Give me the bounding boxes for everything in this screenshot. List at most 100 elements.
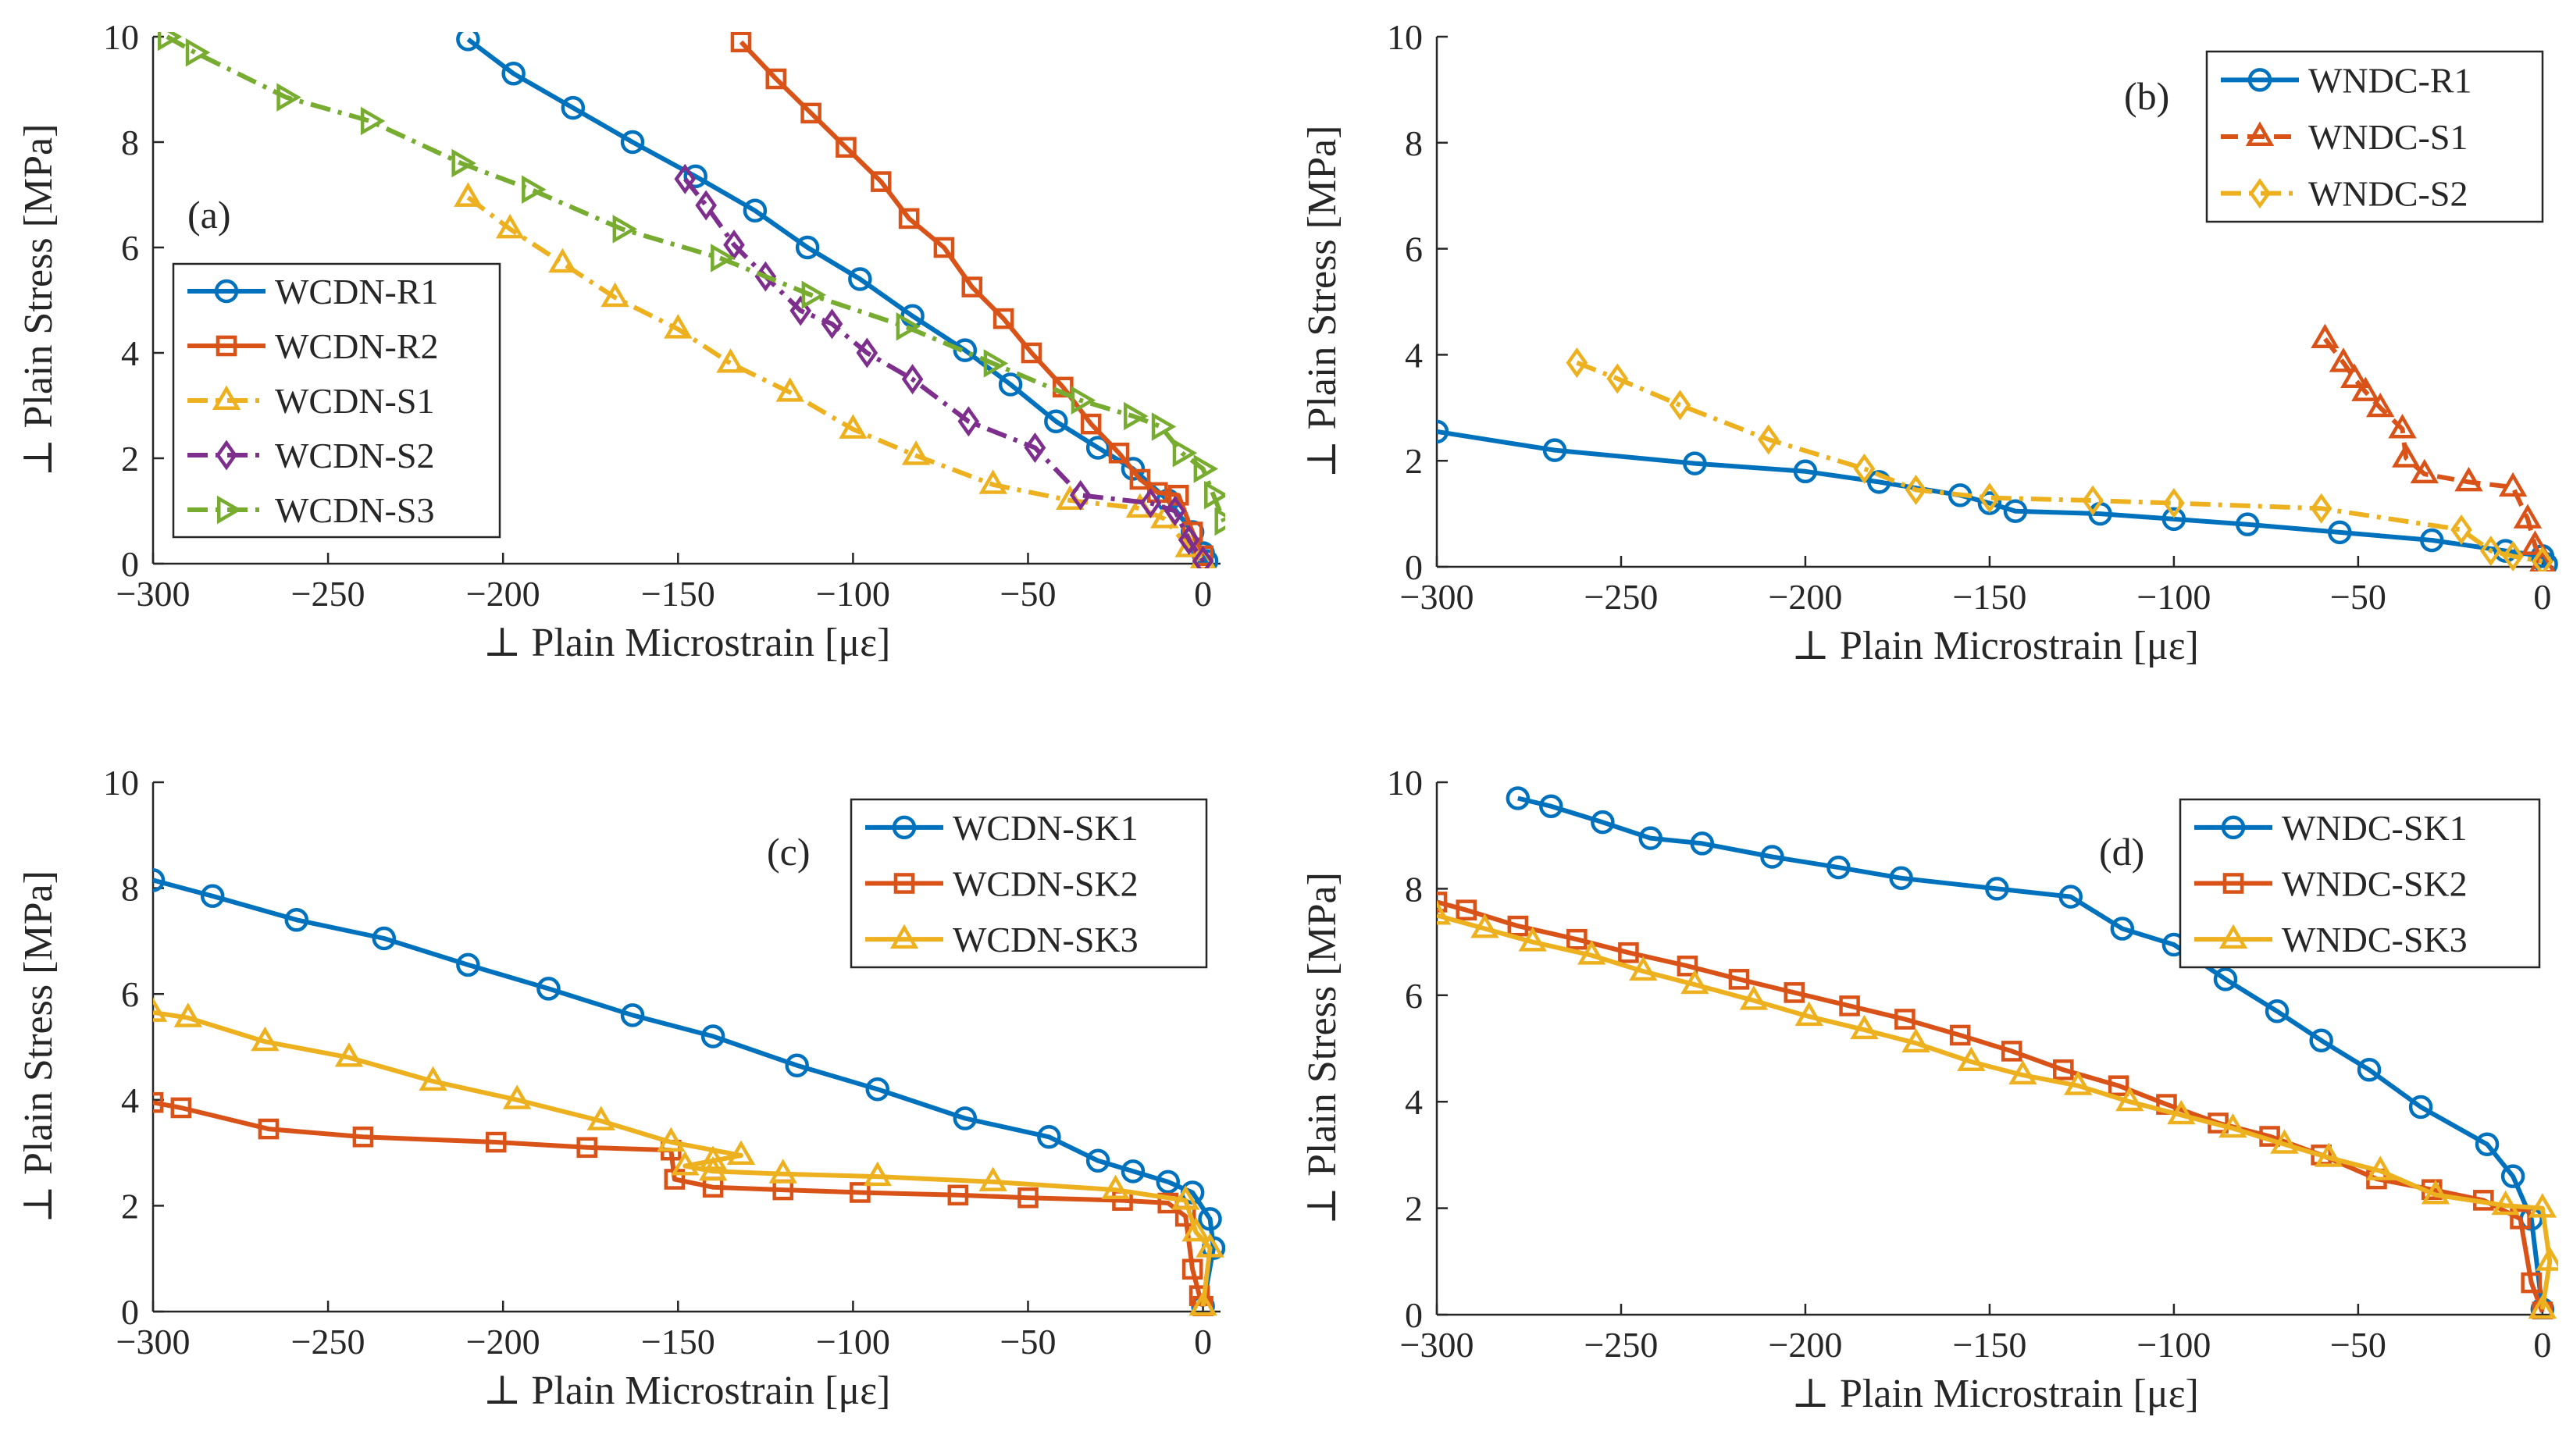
data-point-WCDN-R1 bbox=[456, 32, 480, 52]
data-point-WCDN-S1 bbox=[901, 440, 931, 465]
data-point-WNDC-SK1 bbox=[1638, 826, 1662, 850]
data-point-WCDN-SK1 bbox=[953, 1106, 978, 1130]
data-point-WCDN-S1 bbox=[978, 469, 1007, 494]
x-tick-label: −300 bbox=[116, 574, 191, 614]
data-point-WCDN-R1 bbox=[501, 62, 526, 86]
data-point-WNDC-R1 bbox=[1683, 451, 1707, 475]
y-tick-label: 2 bbox=[121, 1186, 139, 1226]
data-point-WNDC-S2 bbox=[2532, 546, 2553, 571]
plot-area bbox=[1437, 323, 2558, 571]
data-point-WCDN-S3 bbox=[276, 83, 301, 112]
data-point-WNDC-S2 bbox=[1853, 453, 1876, 484]
x-axis-label: ⊥ Plain Microstrain [με] bbox=[483, 1369, 891, 1413]
data-point-WNDC-SK2 bbox=[1618, 942, 1639, 963]
data-point-WNDC-R1 bbox=[2236, 512, 2260, 536]
data-point-WCDN-S3 bbox=[612, 215, 638, 244]
legend-label: WCDN-SK2 bbox=[953, 864, 1139, 904]
y-tick-label: 4 bbox=[1405, 335, 1423, 375]
series-line-WCDN-SK3 bbox=[153, 1009, 1213, 1307]
data-point-WCDN-S3 bbox=[451, 148, 476, 178]
data-point-WNDC-SK3 bbox=[2167, 1099, 2196, 1125]
y-tick-label: 0 bbox=[1405, 1295, 1423, 1335]
legend-label: WNDC-SK2 bbox=[2282, 864, 2468, 904]
x-tick-label: −250 bbox=[291, 1322, 365, 1362]
data-point-WNDC-S2 bbox=[1606, 363, 1629, 394]
data-point-WNDC-SK2 bbox=[1566, 928, 1588, 950]
data-point-WNDC-SK1 bbox=[2500, 1164, 2525, 1188]
data-point-WNDC-SK1 bbox=[2309, 1028, 2333, 1053]
data-point-WCDN-SK1 bbox=[372, 926, 397, 951]
data-point-WNDC-SK3 bbox=[1850, 1014, 1879, 1040]
data-point-WCDN-R2 bbox=[870, 171, 892, 192]
data-point-WNDC-R1 bbox=[2003, 499, 2028, 523]
data-point-WNDC-SK2 bbox=[1949, 1024, 1971, 1046]
data-point-WNDC-SK1 bbox=[1760, 845, 1784, 869]
data-point-WCDN-SK1 bbox=[700, 1024, 725, 1048]
x-tick-label: −250 bbox=[1584, 577, 1658, 617]
legend-label: WCDN-S1 bbox=[275, 381, 434, 421]
data-point-WCDN-R1 bbox=[743, 198, 768, 222]
data-point-WNDC-S1 bbox=[2329, 347, 2358, 372]
legend-label: WCDN-R1 bbox=[275, 272, 439, 311]
legend-label: WNDC-S1 bbox=[2308, 117, 2468, 157]
series-line-WCDN-R2 bbox=[739, 40, 1206, 557]
data-point-WNDC-SK2 bbox=[2108, 1075, 2129, 1097]
data-point-WNDC-SK1 bbox=[1826, 855, 1851, 880]
data-point-WNDC-SK3 bbox=[2421, 1180, 2450, 1205]
data-point-WNDC-S1 bbox=[2311, 323, 2340, 349]
data-point-WNDC-SK1 bbox=[2213, 967, 2238, 991]
data-point-WCDN-SK3 bbox=[657, 1127, 686, 1152]
legend: WNDC-R1 WNDC-S1 WNDC-S2 bbox=[2205, 50, 2544, 223]
data-point-WCDN-SK1 bbox=[865, 1077, 890, 1102]
data-point-WNDC-SK2 bbox=[1894, 1009, 1915, 1030]
data-point-WNDC-SK3 bbox=[2365, 1155, 2395, 1180]
y-tick-label: 10 bbox=[1387, 17, 1423, 57]
data-point-WNDC-SK1 bbox=[2475, 1132, 2500, 1157]
data-point-WCDN-SK1 bbox=[1085, 1148, 1110, 1173]
data-point-WNDC-SK2 bbox=[1437, 892, 1448, 913]
panel-c: −300 −250 −200 −150 −100 −50 0 0 2 4 6 8 10 ⊥ Plain M… bbox=[16, 763, 1225, 1413]
x-tick-label: −300 bbox=[116, 1322, 191, 1362]
legend: WCDN-SK1 WCDN-SK2 WCDN-SK3 bbox=[850, 798, 1208, 969]
y-tick-label: 6 bbox=[121, 974, 139, 1014]
x-tick-label: −200 bbox=[1768, 1325, 1842, 1365]
data-point-WNDC-R1 bbox=[1542, 438, 1567, 462]
data-point-WNDC-S1 bbox=[2529, 549, 2556, 571]
data-point-WNDC-SK3 bbox=[2063, 1070, 2093, 1095]
legend-marker-WCDN-SK1 bbox=[892, 815, 917, 840]
data-point-WCDN-S2 bbox=[1192, 546, 1214, 568]
data-point-WCDN-S1 bbox=[600, 282, 629, 308]
data-point-WNDC-SK3 bbox=[2115, 1086, 2144, 1112]
x-axis-label: ⊥ Plain Microstrain [με] bbox=[483, 621, 891, 665]
data-point-WCDN-S3 bbox=[157, 32, 183, 52]
data-point-WCDN-S3 bbox=[1172, 439, 1198, 468]
series-line-WNDC-S2 bbox=[1576, 360, 2543, 564]
x-tick-label: −100 bbox=[816, 1322, 890, 1362]
data-point-WNDC-SK1 bbox=[2058, 885, 2083, 909]
x-tick-label: −50 bbox=[1000, 1322, 1057, 1362]
legend-marker-WCDN-R2 bbox=[216, 335, 237, 357]
y-tick-label: 8 bbox=[1405, 123, 1423, 163]
data-point-WNDC-S1 bbox=[2351, 376, 2380, 401]
data-point-WNDC-SK3 bbox=[1577, 940, 1606, 965]
data-point-WNDC-SK1 bbox=[1690, 831, 1715, 856]
y-tick-label: 4 bbox=[1405, 1082, 1423, 1122]
plot-area bbox=[1437, 786, 2558, 1319]
y-axis-label: ⊥ Plain Stress [MPa] bbox=[1300, 872, 1345, 1225]
data-point-WNDC-SK2 bbox=[2521, 1272, 2542, 1294]
x-tick-label: 0 bbox=[1194, 574, 1212, 614]
y-tick-label: 10 bbox=[103, 17, 139, 57]
data-point-WCDN-R2 bbox=[933, 237, 955, 258]
data-point-WCDN-SK2 bbox=[1188, 1285, 1210, 1306]
legend: WNDC-SK1 WNDC-SK2 WNDC-SK3 bbox=[2179, 798, 2541, 969]
x-tick-label: −150 bbox=[641, 1322, 715, 1362]
data-point-WCDN-S3 bbox=[360, 106, 386, 136]
data-point-WCDN-R2 bbox=[898, 208, 920, 230]
data-point-WNDC-SK1 bbox=[1539, 794, 1563, 818]
data-point-WCDN-SK2 bbox=[258, 1118, 280, 1140]
legend-label: WNDC-R1 bbox=[2308, 60, 2472, 100]
data-point-WNDC-SK1 bbox=[2408, 1095, 2433, 1120]
data-point-WCDN-SK3 bbox=[251, 1026, 280, 1052]
y-tick-label: 8 bbox=[1405, 869, 1423, 909]
series-line-WCDN-S3 bbox=[166, 34, 1225, 523]
